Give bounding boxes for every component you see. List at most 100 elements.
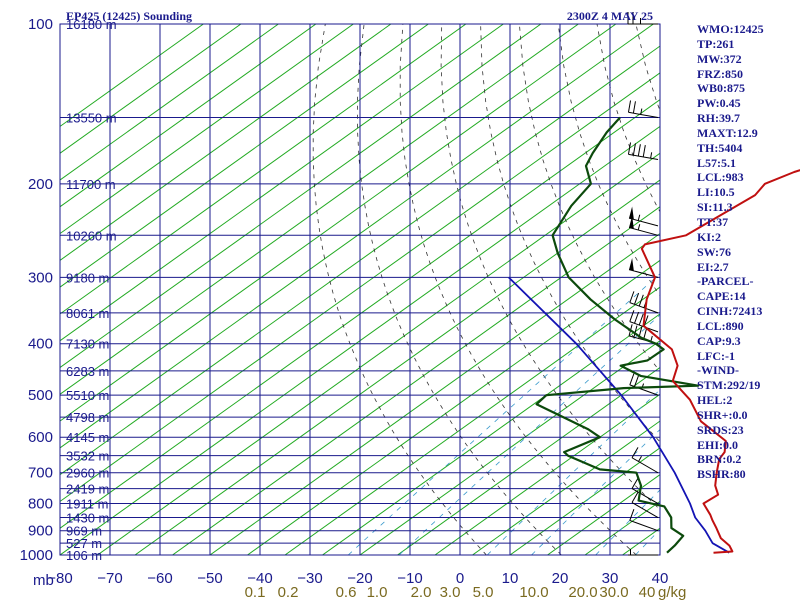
wind-barb [627,142,659,161]
wind-barb-staff [629,519,659,532]
isotherm-line [60,24,542,369]
mixing-ratio-lines [347,118,800,556]
temperature-tick-label: −60 [147,570,172,587]
isotherm-line [60,24,354,235]
wind-barb-half-flag [640,108,643,115]
index-item: WB0:875 [697,81,745,96]
index-item: CINH:72413 [697,304,763,319]
pressure-tick-label: 900 [28,523,53,540]
wind-barb-pennant [629,206,634,220]
index-item: EI:2.7 [697,259,729,274]
index-item: TP:261 [697,36,735,51]
index-item: SI:11.3 [697,200,733,215]
index-item: MAXT:12.9 [697,125,758,140]
isotherm-line [60,72,660,503]
wind-barb-flag [627,100,632,113]
index-item: CAPE:14 [697,289,746,304]
height-label: 2960 m [66,466,109,481]
index-item: FRZ:850 [697,66,743,81]
temperature-tick-label: −80 [47,570,72,587]
wind-barb-staff [631,502,659,518]
height-label: 11700 m [66,177,116,192]
isotherm-line [60,24,317,208]
index-item: BRN:0.2 [697,452,742,467]
height-label: 7130 m [66,337,109,352]
dewpoint-trace [535,116,700,554]
isotherm-line [60,24,279,181]
pressure-tick-label: 700 [28,465,53,482]
index-item: HEL:2 [697,393,733,408]
isotherm-line [472,420,660,555]
wind-barb [628,206,659,227]
index-item: BSHR:80 [697,467,746,482]
height-label: 1911 m [66,497,108,512]
isotherm-line [60,24,429,288]
wind-barb-pennant [629,257,634,271]
height-label: 1430 m [66,511,109,526]
wind-barb [627,12,658,25]
pressure-tick-label: 600 [28,429,53,446]
index-item: SRDS:23 [697,422,744,437]
isotherm-line [434,393,660,555]
temperature-tick-label: 0 [456,570,464,587]
dry-adiabat-line [356,24,562,555]
mixing-ratio-tick-label: 40 [639,584,656,600]
wind-barb-staff [628,217,659,227]
wind-barb-half-flag [637,224,641,231]
mixing-ratio-tick-label: 0.2 [278,584,299,600]
wind-barb-half-flag [650,152,653,159]
wind-barb-flag [629,310,635,322]
pressure-tick-label: 300 [28,269,53,286]
wind-barb-flag [634,311,640,324]
wind-barb [628,549,658,556]
plot-frame [59,23,661,556]
index-item: WMO:12425 [697,22,764,36]
pressure-temperature-grid [59,23,661,556]
height-label: 527 m [66,536,102,551]
pressure-tick-label: 100 [28,16,53,33]
height-label: 4798 m [66,410,109,425]
mixing-ratio-tick-label: 1.0 [367,584,388,600]
height-label: 10260 m [66,228,117,243]
wind-barb-flag [632,143,636,156]
index-item: -WIND- [697,363,739,378]
index-item: LFC:-1 [697,348,735,363]
wind-barb-pennant [629,215,634,229]
temperature-tick-label: −20 [347,570,372,587]
index-item: LCL:890 [697,318,744,333]
mixing-ratio-line [764,118,800,556]
wind-barb [629,291,659,314]
isotherm-line [247,259,660,555]
isotherm-line [509,447,660,555]
pressure-tick-label: 200 [28,176,53,193]
sounding-profiles [508,116,800,554]
index-item: TT:37 [697,214,729,229]
height-label: 13550 m [66,111,117,126]
wind-barb-flag [629,291,635,303]
wind-barb-flag [634,375,640,387]
wind-barb-flag [638,294,644,307]
isotherm-line [60,24,504,342]
dry-adiabat-line [557,24,660,297]
mixing-ratio-line [347,273,660,555]
wind-barb-flag [629,508,635,521]
isotherm-line [60,24,392,261]
index-item: LCL:983 [697,170,744,185]
index-item: EHI:0.0 [697,437,739,452]
index-item: LI:10.5 [697,185,735,200]
wind-barb [627,100,659,118]
wind-barb-staff [631,457,659,474]
isotherm-line [60,24,242,154]
wind-barb-flag [631,477,639,489]
dry-adiabat-line [399,24,637,555]
isotherm-line [60,24,579,395]
pressure-unit-label: mb [33,572,54,589]
isotherm-line [397,366,660,555]
height-label: 8061 m [66,306,109,321]
parcel-trace [508,276,730,554]
wind-barb-flag [637,144,641,157]
wind-barb-staff [628,111,659,118]
wind-barb [628,257,659,278]
wind-barb-flag [631,447,639,458]
